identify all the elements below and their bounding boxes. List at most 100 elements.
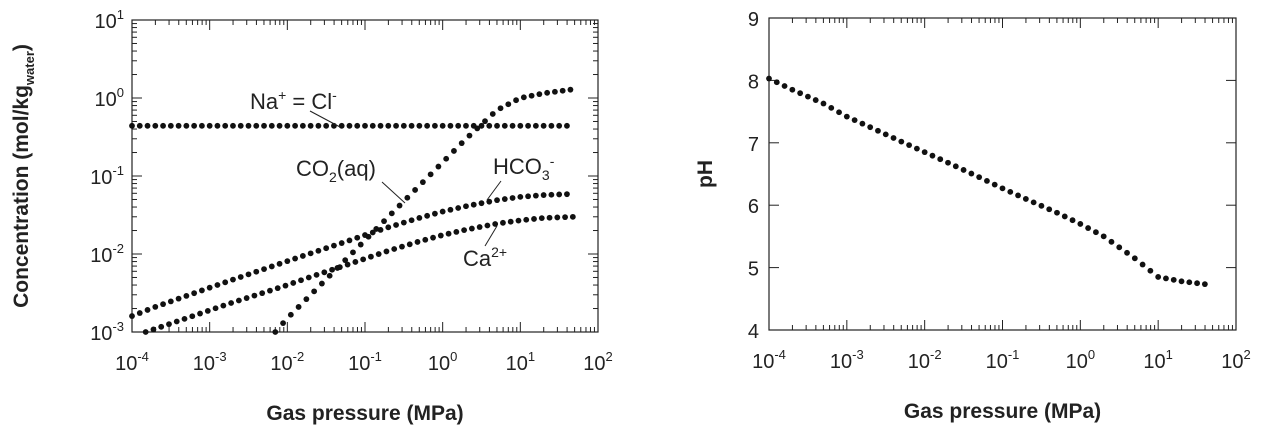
x-tick-label: 10-1 bbox=[986, 347, 1020, 373]
data-point bbox=[1163, 275, 1169, 282]
x-axis-title: Gas pressure (MPa) bbox=[266, 402, 463, 425]
data-point bbox=[274, 285, 281, 292]
data-point bbox=[276, 260, 283, 267]
data-point bbox=[1015, 192, 1021, 199]
data-point bbox=[517, 122, 524, 129]
data-point bbox=[556, 122, 563, 129]
data-point bbox=[1147, 267, 1154, 274]
data-point bbox=[999, 185, 1006, 192]
data-point bbox=[357, 241, 364, 248]
data-point bbox=[921, 149, 928, 156]
data-point bbox=[489, 111, 496, 117]
data-point bbox=[1100, 233, 1107, 240]
data-point bbox=[548, 122, 555, 129]
data-point bbox=[1069, 217, 1076, 224]
data-point bbox=[152, 303, 159, 310]
data-point bbox=[468, 225, 475, 232]
data-point bbox=[299, 253, 306, 259]
data-point bbox=[867, 124, 874, 131]
data-point bbox=[144, 122, 151, 129]
data-point bbox=[482, 118, 488, 125]
data-point bbox=[354, 234, 361, 241]
data-point bbox=[556, 191, 563, 198]
data-point bbox=[290, 280, 297, 286]
data-point bbox=[507, 218, 514, 225]
data-point bbox=[299, 122, 306, 129]
data-point bbox=[315, 247, 322, 254]
data-point bbox=[346, 237, 353, 244]
data-point bbox=[564, 191, 570, 198]
data-point bbox=[253, 268, 260, 275]
data-point bbox=[144, 307, 151, 313]
annot-na-cl-leader bbox=[309, 110, 341, 128]
data-point bbox=[313, 271, 320, 278]
data-point bbox=[183, 122, 190, 129]
data-point bbox=[531, 216, 537, 222]
data-point bbox=[323, 122, 330, 129]
x-tick-label: 100 bbox=[428, 349, 457, 375]
annot-hco3: HCO3- bbox=[493, 153, 555, 183]
data-point bbox=[463, 203, 469, 210]
data-point bbox=[445, 230, 452, 237]
series-ca bbox=[142, 213, 576, 335]
data-point bbox=[1170, 276, 1177, 283]
data-point bbox=[251, 292, 258, 299]
data-point bbox=[129, 313, 135, 319]
data-point bbox=[497, 105, 504, 112]
plot-1-axes: 10-4 10-3 10-2 10-1 100 101 102 10-3 10-2 10-1 100… bbox=[90, 7, 613, 425]
data-point bbox=[368, 253, 374, 260]
y-tick-label: 4 bbox=[748, 321, 759, 343]
data-point bbox=[181, 315, 188, 322]
data-point bbox=[342, 257, 349, 264]
data-point bbox=[167, 122, 174, 129]
data-point bbox=[150, 326, 157, 333]
data-point bbox=[430, 234, 436, 241]
data-point bbox=[199, 122, 205, 129]
data-point bbox=[455, 205, 462, 211]
data-point bbox=[284, 258, 291, 265]
data-point bbox=[336, 264, 343, 271]
data-point bbox=[282, 282, 289, 289]
data-point bbox=[432, 210, 438, 217]
data-point bbox=[142, 329, 149, 335]
data-point bbox=[160, 301, 166, 308]
data-point bbox=[544, 89, 551, 96]
data-point bbox=[437, 232, 444, 239]
data-point bbox=[552, 88, 558, 95]
data-point bbox=[212, 305, 219, 312]
y-axis-title: pH bbox=[694, 160, 717, 188]
data-point bbox=[267, 287, 273, 294]
data-point bbox=[828, 104, 835, 111]
data-point bbox=[554, 214, 561, 221]
data-point bbox=[528, 92, 535, 99]
data-point bbox=[913, 145, 920, 152]
data-point bbox=[532, 122, 539, 129]
data-point bbox=[388, 210, 395, 217]
data-point bbox=[929, 152, 936, 159]
data-point bbox=[222, 279, 229, 286]
data-point bbox=[435, 163, 442, 170]
data-point bbox=[243, 295, 250, 301]
data-point bbox=[843, 113, 850, 120]
data-point bbox=[461, 227, 468, 234]
data-point bbox=[259, 290, 266, 297]
data-point bbox=[280, 320, 286, 327]
data-point bbox=[400, 219, 407, 226]
data-point bbox=[492, 221, 499, 227]
data-point bbox=[237, 122, 244, 129]
data-point bbox=[1116, 244, 1123, 251]
series-ph bbox=[766, 75, 1208, 288]
data-point bbox=[773, 79, 780, 86]
data-point bbox=[820, 100, 827, 107]
data-point bbox=[295, 304, 302, 310]
data-point bbox=[321, 269, 328, 276]
data-point bbox=[222, 122, 229, 129]
data-point bbox=[451, 148, 457, 154]
data-point bbox=[945, 159, 951, 166]
data-point bbox=[245, 122, 252, 129]
data-point bbox=[1093, 229, 1099, 236]
data-point bbox=[268, 263, 275, 270]
data-point bbox=[836, 109, 842, 116]
annot-hco3-leader bbox=[486, 180, 502, 201]
